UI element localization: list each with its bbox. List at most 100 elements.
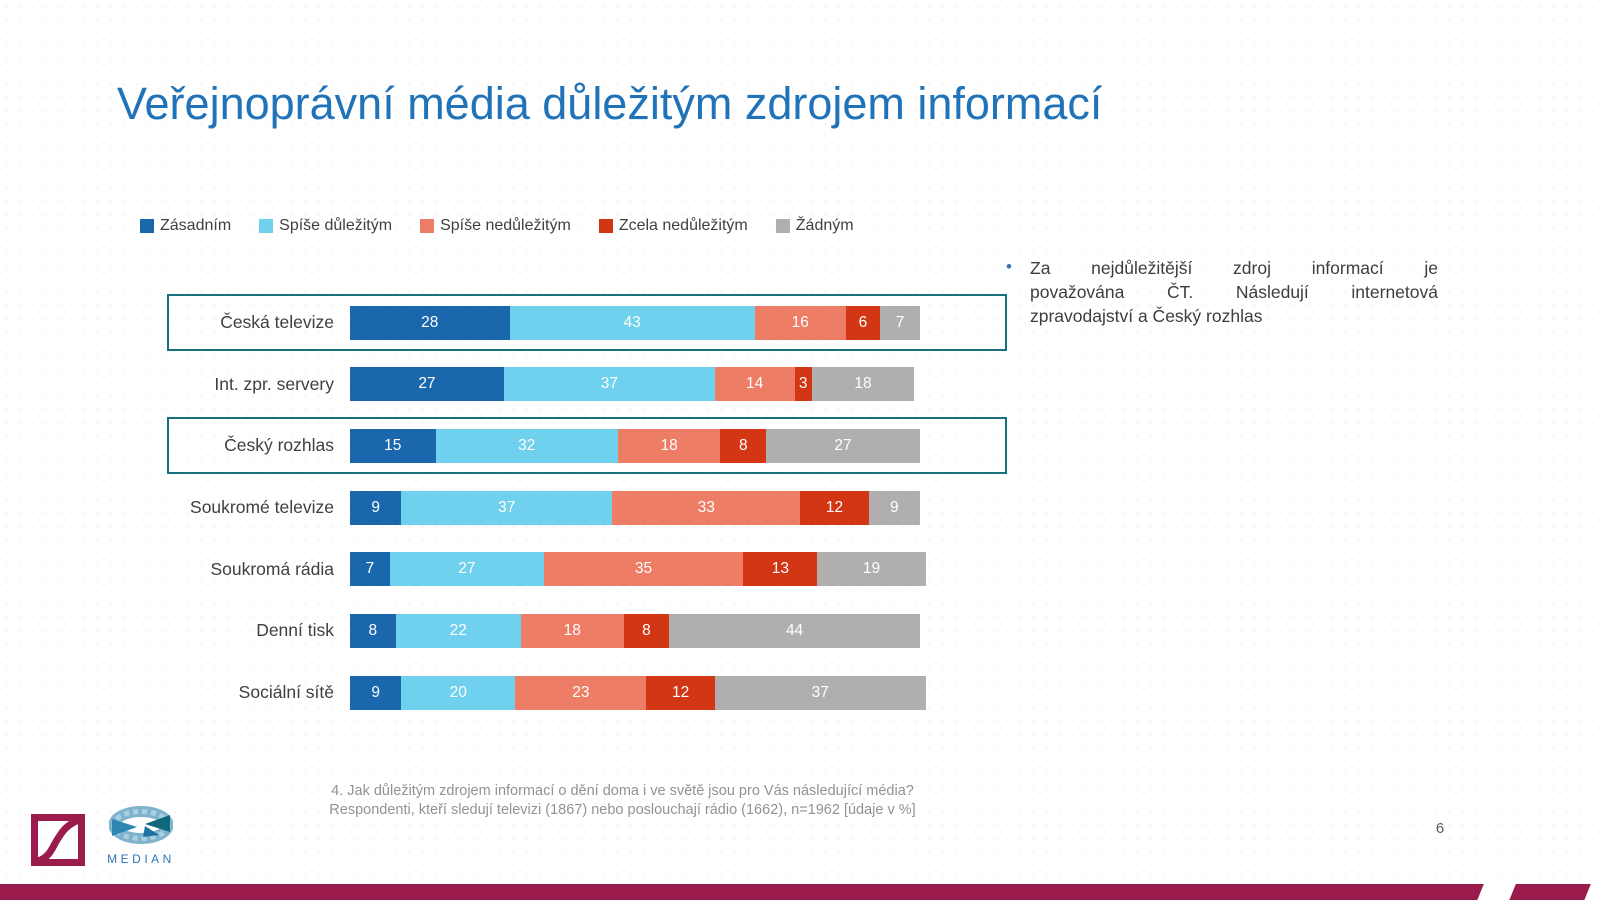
segment-value: 19 [862, 560, 881, 578]
stacked-bar: 15 32 18 8 27 [350, 428, 920, 463]
bar-segment: 18 [520, 613, 624, 648]
segment-value: 27 [834, 436, 852, 454]
bar-segment: 27 [350, 367, 504, 402]
segment-value: 13 [771, 560, 789, 578]
median-ribbon-icon [108, 806, 174, 844]
legend-item: Spíše nedůležitým [420, 217, 571, 235]
segment-value: 37 [811, 683, 829, 701]
category-label: Soukromé televize [190, 497, 334, 518]
legend-swatch-icon [420, 219, 435, 233]
bar-segment: 8 [350, 613, 396, 648]
bar-segment: 22 [395, 613, 521, 648]
bar-segment: 44 [669, 613, 920, 648]
legend-label: Spíše nedůležitým [440, 217, 571, 234]
bar-segment: 37 [401, 490, 613, 525]
bar-segment: 37 [503, 367, 715, 402]
segment-value: 6 [858, 313, 868, 331]
category-label: Soukromá rádia [210, 558, 334, 579]
median-logo: MEDIAN [106, 806, 176, 866]
segment-value: 37 [498, 498, 516, 516]
bar-segment: 6 [845, 305, 881, 340]
segment-value: 15 [384, 436, 402, 454]
bar-segment: 13 [743, 552, 818, 587]
bar-segment: 8 [720, 428, 767, 463]
segment-value: 18 [660, 436, 678, 454]
stacked-bar: 7 27 35 13 19 [350, 552, 926, 587]
note-line: zpravodajství a Český rozhlas [1030, 306, 1263, 326]
segment-value: 32 [518, 436, 536, 454]
key-finding-note: • Za nejdůležitější zdroj informací je p… [1006, 256, 1438, 328]
stacked-bar: 9 37 33 12 9 [350, 490, 920, 525]
segment-value: 9 [371, 683, 380, 701]
category-label: Česká televize [220, 312, 334, 332]
note-text: Za nejdůležitější zdroj informací je pov… [1030, 256, 1438, 328]
bar-segment: 43 [509, 305, 755, 340]
legend-label: Spíše důležitým [279, 217, 393, 234]
legend-label: Zcela nedůležitým [618, 217, 748, 234]
chart-row: Sociální sítě 9 20 23 12 37 [167, 664, 1007, 721]
bar-segment: 8 [623, 613, 670, 648]
chart-legend: Zásadním Spíše důležitým Spíše nedůležitým… [140, 217, 854, 235]
legend-item: Žádným [775, 217, 854, 235]
stacked-bar: 27 37 14 3 18 [350, 367, 915, 402]
bar-segment: 28 [350, 305, 510, 340]
note-line: Za nejdůležitější zdroj informací je [1030, 258, 1438, 278]
segment-value: 16 [791, 313, 809, 331]
category-label: Int. zpr. servery [214, 373, 334, 394]
segment-value: 43 [623, 313, 641, 331]
bar-segment: 20 [401, 675, 516, 710]
bar-segment: 32 [435, 428, 618, 463]
segment-value: 33 [697, 498, 715, 516]
bar-segment: 9 [350, 490, 402, 525]
bar-segment: 3 [794, 367, 812, 402]
bar-segment: 14 [714, 367, 795, 402]
segment-value: 3 [798, 375, 808, 393]
bar-segment: 12 [646, 675, 715, 710]
bar-segment: 27 [766, 428, 920, 463]
bar-segment: 9 [868, 490, 920, 525]
legend-label: Žádným [795, 217, 854, 234]
bullet-icon: • [1006, 257, 1012, 276]
bar-segment: 18 [811, 367, 915, 402]
segment-value: 9 [371, 498, 380, 516]
bar-segment: 37 [714, 675, 926, 710]
segment-value: 28 [421, 313, 439, 331]
legend-item: Zcela nedůležitým [598, 217, 748, 235]
note-line: považována ČT. Následují internetová [1030, 282, 1438, 302]
bar-segment: 18 [617, 428, 721, 463]
chart-row: Int. zpr. servery 27 37 14 3 18 [167, 356, 1007, 413]
bottom-accent-bar [0, 880, 1600, 902]
category-label: Denní tisk [256, 620, 334, 641]
segment-value: 8 [642, 621, 651, 639]
segment-value: 20 [449, 683, 467, 701]
stacked-bar-chart: Česká televize 28 43 16 6 7 Int. zpr. servery 2… [167, 294, 1007, 726]
footnote-respondents: Respondenti, kteří sledují televizi (186… [329, 802, 916, 818]
slide-title: Veřejnoprávní média důležitým zdrojem in… [117, 78, 1103, 129]
segment-value: 7 [365, 560, 375, 578]
segment-value: 7 [895, 313, 905, 331]
footnote-question: 4. Jak důležitým zdrojem informací o děn… [331, 783, 914, 799]
segment-value: 14 [746, 375, 764, 393]
segment-value: 22 [449, 621, 467, 639]
bar-segment: 27 [389, 552, 544, 587]
bar-segment: 35 [543, 552, 744, 587]
segment-value: 44 [785, 621, 804, 639]
s-curve-square-logo-icon [31, 814, 85, 871]
bar-segment: 15 [350, 428, 436, 463]
chart-row: Denní tisk 8 22 18 8 44 [167, 602, 1007, 659]
segment-value: 23 [572, 683, 590, 701]
legend-swatch-icon [140, 219, 154, 233]
category-label: Český rozhlas [224, 435, 334, 456]
bar-segment: 9 [350, 675, 402, 710]
segment-value: 8 [738, 436, 748, 454]
bar-segment: 16 [754, 305, 846, 340]
segment-value: 37 [600, 375, 618, 393]
accent-bar-corner-slash [1583, 880, 1600, 902]
source-footnote: 4. Jak důležitým zdrojem informací o děn… [170, 782, 1075, 820]
segment-value: 12 [671, 683, 690, 701]
median-logo-text: MEDIAN [107, 852, 175, 866]
segment-value: 9 [890, 498, 899, 516]
chart-row: Soukromé televize 9 37 33 12 9 [167, 479, 1007, 536]
legend-item: Zásadním [140, 217, 231, 235]
legend-swatch-icon [775, 219, 790, 233]
